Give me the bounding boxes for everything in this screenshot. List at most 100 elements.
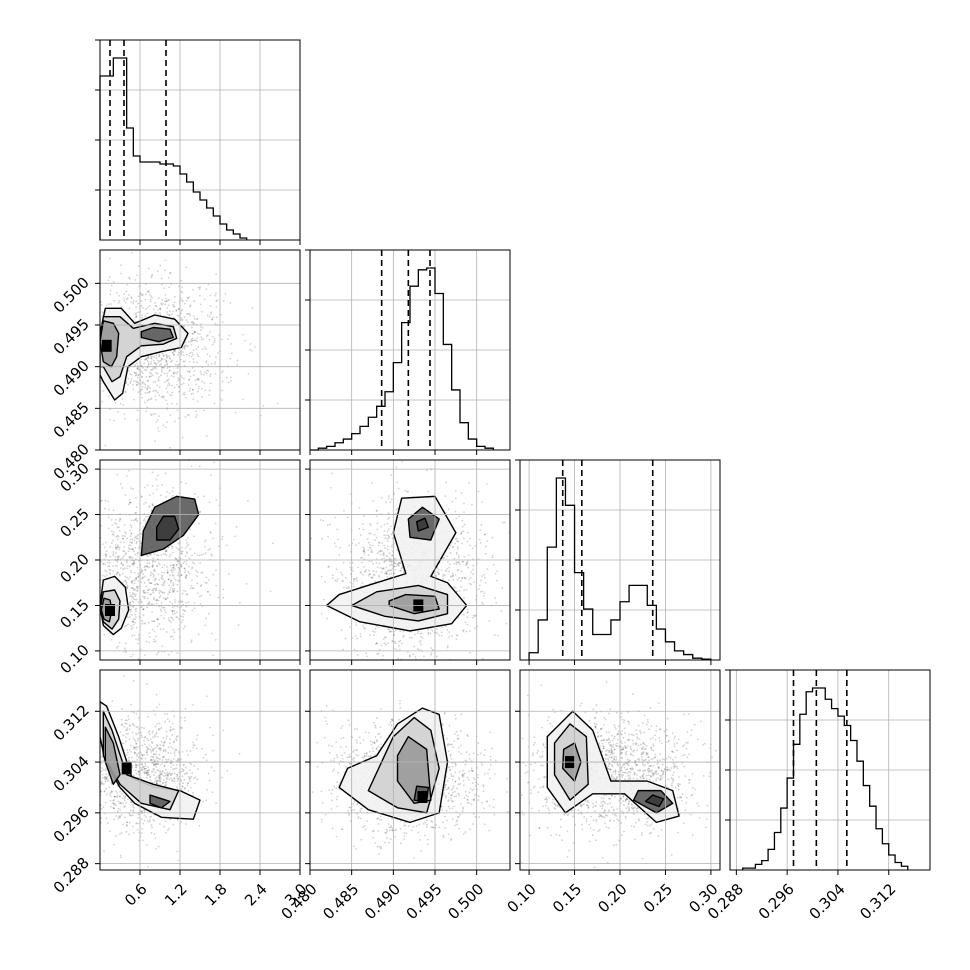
contour-level	[155, 515, 180, 541]
scatter-point	[164, 293, 167, 296]
scatter-point	[192, 791, 195, 794]
scatter-point	[144, 809, 146, 812]
scatter-point	[181, 600, 184, 603]
scatter-point	[137, 580, 140, 582]
scatter-point	[481, 601, 483, 604]
scatter-point	[448, 636, 451, 638]
scatter-point	[148, 578, 151, 581]
scatter-point	[455, 563, 458, 565]
scatter-point	[484, 581, 487, 584]
scatter-point	[122, 568, 125, 570]
scatter-point	[155, 357, 158, 359]
scatter-point	[157, 728, 160, 731]
scatter-point	[176, 314, 179, 317]
scatter-point	[221, 370, 224, 372]
scatter-point	[146, 737, 149, 740]
scatter-point	[173, 371, 176, 374]
scatter-point	[105, 768, 108, 770]
scatter-point	[448, 579, 450, 582]
scatter-point	[175, 558, 178, 560]
scatter-point	[484, 545, 487, 548]
scatter-point	[388, 564, 391, 567]
pair-panel-p0-p2	[100, 460, 274, 660]
scatter-point	[125, 824, 128, 827]
scatter-point	[161, 770, 164, 773]
scatter-point	[206, 369, 208, 372]
scatter-point	[192, 398, 195, 401]
scatter-point	[133, 562, 136, 565]
scatter-point	[412, 653, 415, 656]
scatter-point	[371, 741, 374, 744]
scatter-point	[154, 381, 157, 383]
scatter-point	[165, 780, 168, 783]
scatter-point	[196, 317, 198, 320]
scatter-point	[151, 504, 154, 507]
scatter-point	[133, 593, 136, 596]
scatter-point	[466, 563, 468, 566]
scatter-point	[351, 561, 354, 564]
scatter-point	[151, 503, 154, 505]
scatter-point	[193, 493, 196, 496]
scatter-point	[182, 613, 185, 616]
scatter-point	[365, 755, 368, 757]
scatter-point	[119, 517, 122, 520]
scatter-point	[431, 629, 434, 632]
scatter-point	[119, 833, 121, 835]
scatter-point	[190, 343, 193, 346]
scatter-point	[453, 557, 456, 560]
scatter-point	[180, 574, 183, 577]
scatter-point	[216, 352, 219, 354]
scatter-point	[357, 654, 359, 656]
scatter-point	[179, 758, 182, 761]
scatter-point	[191, 339, 193, 342]
scatter-point	[374, 627, 377, 630]
scatter-point	[483, 576, 486, 579]
scatter-point	[134, 558, 137, 560]
scatter-point	[140, 293, 142, 296]
scatter-point	[131, 538, 134, 541]
scatter-point	[175, 615, 178, 618]
scatter-point	[145, 772, 148, 775]
scatter-point	[135, 748, 138, 751]
scatter-point	[142, 366, 144, 369]
scatter-point	[165, 353, 168, 356]
scatter-point	[461, 531, 463, 533]
scatter-point	[193, 765, 196, 767]
scatter-point	[113, 803, 115, 806]
scatter-point	[126, 561, 128, 564]
scatter-point	[209, 373, 212, 376]
scatter-point	[149, 354, 152, 357]
scatter-point	[207, 334, 209, 336]
scatter-point	[199, 303, 202, 306]
scatter-point	[124, 580, 127, 582]
scatter-point	[115, 815, 118, 817]
scatter-point	[184, 610, 187, 612]
scatter-point	[130, 625, 133, 627]
scatter-point	[147, 766, 150, 768]
scatter-point	[119, 815, 122, 818]
scatter-point	[383, 636, 386, 639]
scatter-point	[176, 850, 179, 853]
scatter-point	[334, 516, 337, 519]
scatter-point	[120, 264, 123, 267]
scatter-point	[132, 593, 134, 596]
scatter-point	[168, 286, 171, 289]
scatter-point	[198, 511, 201, 514]
scatter-point	[191, 337, 194, 340]
scatter-point	[118, 573, 121, 576]
scatter-point	[153, 366, 156, 369]
scatter-point	[162, 582, 165, 584]
scatter-point	[394, 629, 397, 632]
scatter-point	[187, 782, 190, 785]
histogram-p3	[742, 687, 909, 870]
scatter-point	[148, 820, 151, 823]
scatter-point	[117, 817, 120, 820]
scatter-point	[213, 402, 216, 405]
scatter-point	[165, 354, 168, 357]
scatter-point	[173, 301, 176, 304]
scatter-point	[149, 376, 151, 378]
scatter-point	[342, 580, 344, 583]
scatter-point	[172, 353, 175, 356]
scatter-point	[209, 331, 212, 334]
scatter-point	[175, 736, 178, 738]
